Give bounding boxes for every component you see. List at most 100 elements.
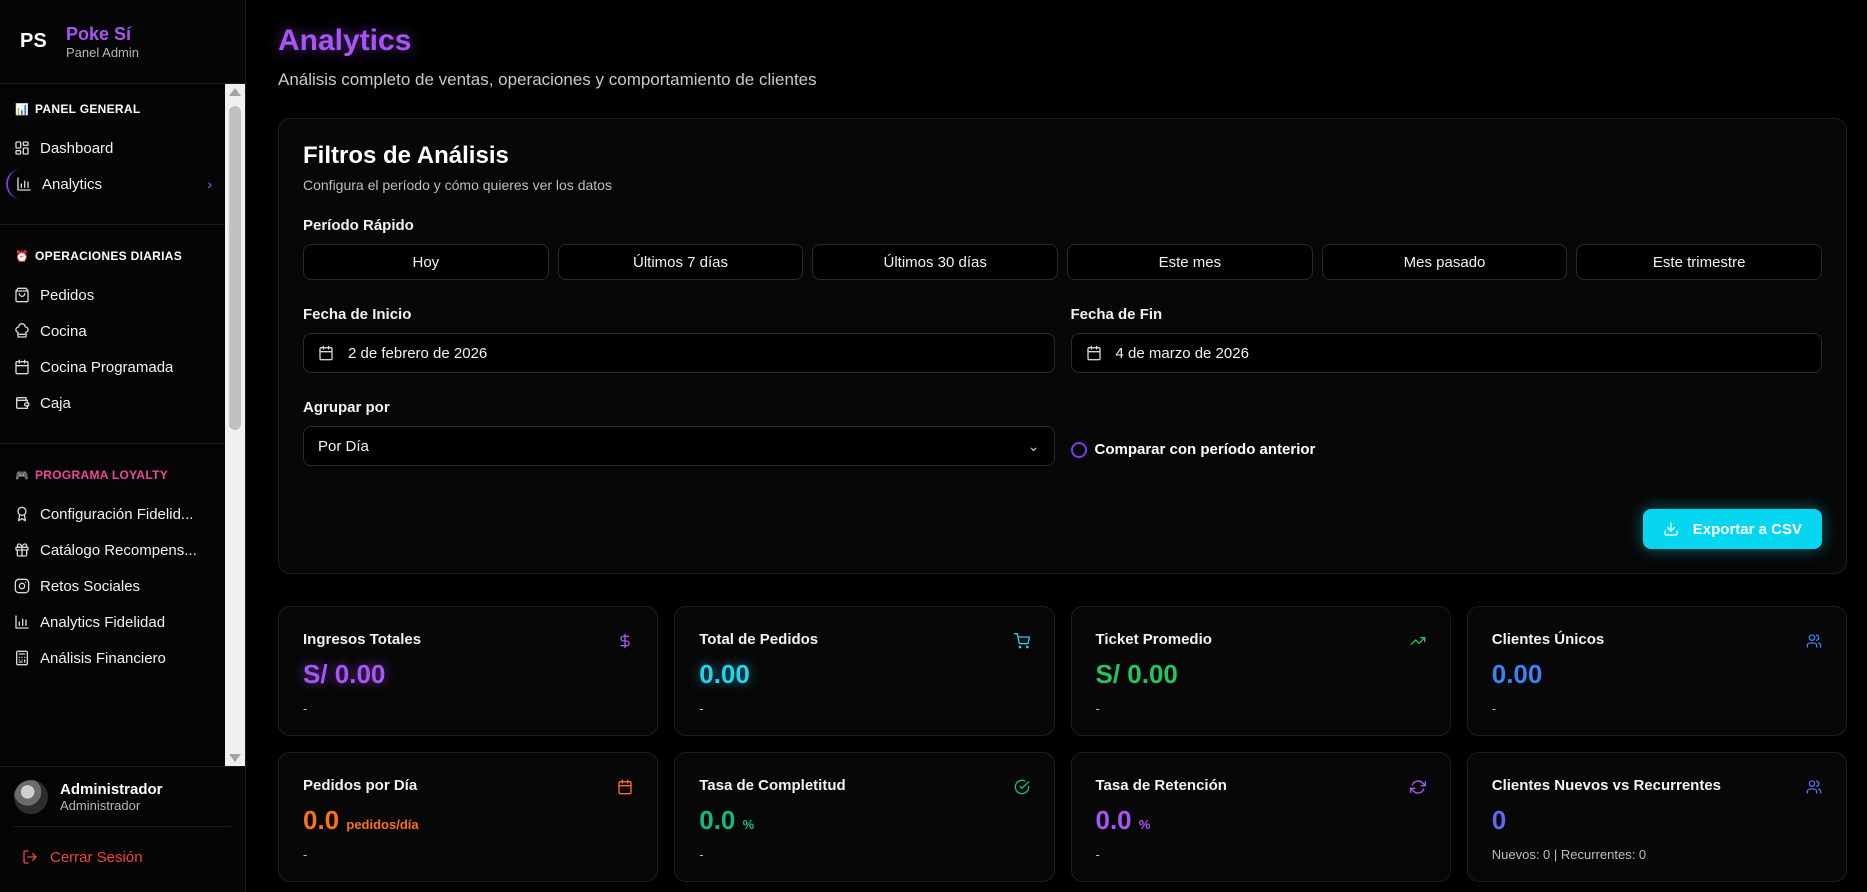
stat-value-number: 0.00 [699,659,750,689]
section-title-label: PROGRAMA LOYALTY [35,468,169,482]
stat-card: Tasa de Completitud 0.0 % - [674,752,1055,882]
trending-up-icon [1410,633,1426,649]
refresh-icon [1409,779,1426,795]
users-icon [1806,634,1822,648]
group-by-label: Agrupar por [303,399,390,416]
sidebar-item-label: Dashboard [40,139,114,157]
sidebar-item-catálogo-recompens[interactable]: Catálogo Recompens... [0,532,226,568]
calendar-icon [1086,345,1101,361]
stat-title: Clientes Nuevos vs Recurrentes [1491,777,1722,794]
compare-radio[interactable] [1070,441,1087,458]
stat-value-number: 0.0 [1095,805,1132,835]
quick-period-button[interactable]: Este trimestre [1576,244,1823,280]
quick-period-button[interactable]: Mes pasado [1321,244,1568,280]
gift-icon [14,542,30,558]
stat-title: Ticket Promedio [1095,631,1212,648]
sidebar-item-label: Análisis Financiero [40,649,166,667]
stat-card: Tasa de Retención 0.0 % - [1070,752,1451,882]
users-icon [1806,633,1822,649]
scroll-thumb[interactable] [229,106,241,430]
award-icon [17,506,27,522]
stat-footnote: - [303,847,308,862]
sidebar-item-label: Configuración Fidelid... [40,505,194,523]
stat-card: Total de Pedidos 0.00 - [674,606,1055,736]
stat-value-number: 0 [1491,805,1507,835]
filters-title: Filtros de Análisis [303,142,509,169]
bar-chart-icon [14,614,30,630]
user-profile[interactable]: Administrador Administrador [14,767,231,827]
scroll-up-arrow-icon[interactable] [229,88,241,96]
export-csv-button[interactable]: Exportar a CSV [1642,509,1822,549]
wallet-icon [16,397,30,409]
sidebar-item-pedidos[interactable]: Pedidos [0,277,226,313]
sidebar-item-retos-sociales[interactable]: Retos Sociales [0,568,226,604]
stat-footnote: - [303,701,308,716]
sidebar-item-configuración-fidelid[interactable]: Configuración Fidelid... [0,496,226,532]
stat-unit: % [1138,817,1151,832]
compare-toggle[interactable]: Comparar con período anterior [1070,441,1823,458]
logout-button[interactable]: Cerrar Sesión [14,827,231,887]
calendar-icon [14,359,30,375]
calculator-icon [14,650,30,666]
sidebar-section-title: ⏰ OPERACIONES DIARIAS [0,247,226,265]
start-date-label: Fecha de Inicio [303,306,412,323]
quick-period-group: Hoy Últimos 7 días Últimos 30 días Este mes… [303,244,1823,280]
stat-title: Ingresos Totales [303,631,422,648]
quick-period-button[interactable]: Últimos 7 días [557,244,804,280]
calendar-icon [319,345,333,361]
sidebar-item-análisis-financiero[interactable]: Análisis Financiero [0,640,226,676]
sidebar-item-analytics[interactable]: Analytics › [0,166,226,202]
start-date-input[interactable]: 2 de febrero de 2026 [303,333,1055,373]
stat-value-number: 0.0 [303,805,340,835]
sidebar-item-cocina-programada[interactable]: Cocina Programada [0,349,226,385]
users-icon [1806,779,1822,795]
stat-value: S/ 0.00 [1096,658,1426,695]
bar-chart-icon [15,615,29,629]
instagram-icon [14,578,30,594]
section-emoji-icon: ⏰ [15,250,29,263]
cart-icon [1013,633,1030,649]
nav-area: 📊 PANEL GENERAL Dashboard Analytics › ⏰ OPERAC… [0,84,245,766]
filters-subtitle: Configura el período y cómo quieres ver … [303,177,612,193]
stats-grid: Ingresos Totales S/ 0.00 - Total de Pedido… [278,606,1847,882]
quick-period-button[interactable]: Hoy [303,244,549,280]
quick-period-button[interactable]: Este mes [1067,244,1313,280]
end-date-input[interactable]: 4 de marzo de 2026 [1070,333,1822,373]
dollar-icon [617,633,633,649]
cart-icon [1013,633,1030,649]
calendar-icon [617,779,633,795]
refresh-icon [1409,780,1426,794]
sidebar-item-label: Catálogo Recompens... [40,541,197,559]
sidebar-divider [0,224,226,225]
filters-card: Filtros de Análisis Configura el período… [278,118,1847,574]
sidebar-item-dashboard[interactable]: Dashboard [0,130,226,166]
stat-value: 0.00 [1492,658,1822,695]
section-emoji-icon: 📊 [15,103,29,116]
chevron-right-icon: › [207,176,212,192]
group-by-select[interactable]: Por Día ⌄ [303,426,1055,466]
end-date-label: Fecha de Fin [1070,306,1163,323]
stat-title: Total de Pedidos [699,631,819,648]
stat-card: Clientes Únicos 0.00 - [1466,606,1847,736]
sidebar: PS Poke Sí Panel Admin 📊 PANEL GENERAL Das… [0,0,246,892]
sidebar-item-cocina[interactable]: Cocina [0,313,226,349]
dashboard-icon [14,140,30,156]
page-title: Analytics [278,24,412,57]
bag-icon [14,287,30,303]
section-title-label: OPERACIONES DIARIAS [35,249,183,263]
stat-value-number: 0.00 [1491,659,1543,689]
user-name: Administrador [60,780,163,798]
dollar-icon [620,633,630,649]
stat-value-number: S/ 0.00 [303,659,386,689]
sidebar-item-analytics-fidelidad[interactable]: Analytics Fidelidad [0,604,226,640]
quick-period-button[interactable]: Últimos 30 días [812,244,1059,280]
sidebar-scrollbar[interactable] [225,84,245,766]
section-emoji-icon: 🎮 [15,469,29,482]
quick-period-label: Período Rápido [303,217,414,234]
sidebar-item-label: Analytics Fidelidad [40,613,166,631]
scroll-down-arrow-icon[interactable] [229,754,241,762]
wallet-icon [14,395,30,411]
calculator-icon [16,650,28,666]
sidebar-item-caja[interactable]: Caja [0,385,226,421]
stat-value-number: S/ 0.00 [1095,659,1178,689]
